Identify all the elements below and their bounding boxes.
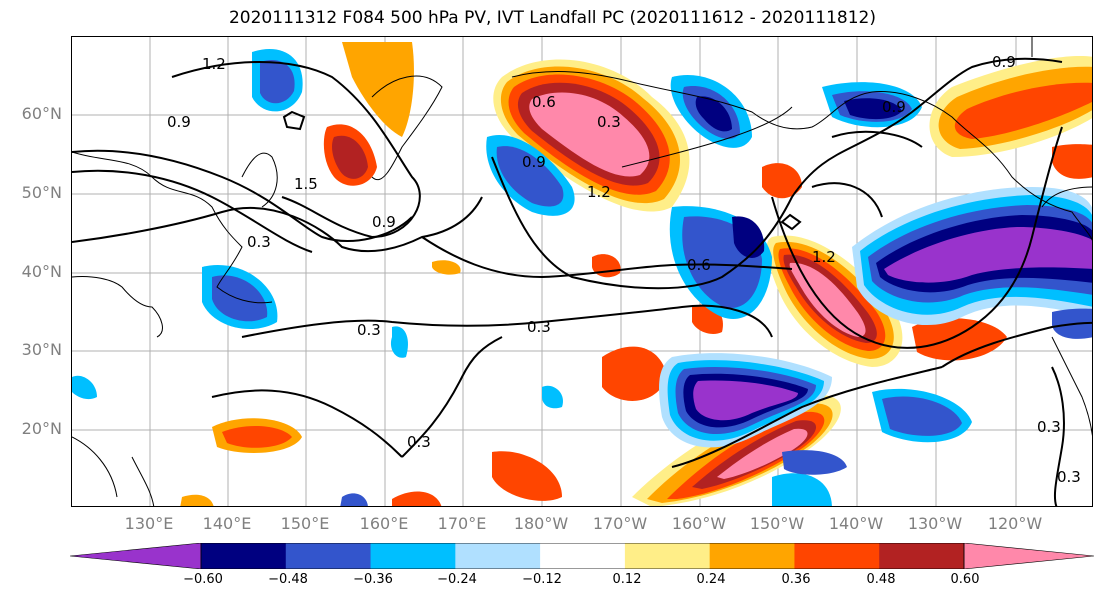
contour-label: 1.2	[812, 248, 836, 266]
contour-label: 0.6	[532, 93, 556, 111]
contour-label: 0.9	[992, 53, 1016, 71]
lon-label: 130°E	[124, 514, 174, 533]
negative-anomalies	[72, 48, 1092, 506]
contour-label: 0.3	[527, 318, 551, 336]
contour-label: 0.3	[1037, 418, 1061, 436]
colorbar-segment	[794, 543, 880, 569]
colorbar	[70, 543, 1095, 569]
map-canvas: 1.2 0.9 1.5 0.9 0.3 0.6 0.3 0.9 1.2 0.6 …	[72, 37, 1092, 506]
lat-label: 60°N	[21, 104, 62, 123]
contour-label: 1.5	[294, 175, 318, 193]
colorbar-segment	[540, 543, 626, 569]
colorbar-tick: 0.48	[866, 572, 896, 587]
map-panel: 1.2 0.9 1.5 0.9 0.3 0.6 0.3 0.9 1.2 0.6 …	[71, 36, 1093, 507]
contour-label: 0.9	[167, 113, 191, 131]
lat-label: 50°N	[21, 183, 62, 202]
contour-labels: 1.2 0.9 1.5 0.9 0.3 0.6 0.3 0.9 1.2 0.6 …	[167, 53, 1081, 486]
lon-label: 150°W	[749, 514, 805, 533]
lon-label: 180°W	[513, 514, 569, 533]
map-title: 2020111312 F084 500 hPa PV, IVT Landfall…	[228, 8, 876, 28]
positive-anomalies	[180, 42, 1092, 506]
contour-label: 0.3	[1057, 468, 1081, 486]
colorbar-segment	[879, 543, 965, 569]
colorbar-segment	[455, 543, 541, 569]
colorbar-tick: −0.36	[353, 572, 393, 587]
coastlines	[72, 37, 1092, 506]
colorbar-tick: −0.60	[183, 572, 223, 587]
contour-label: 0.9	[372, 213, 396, 231]
lat-label: 30°N	[21, 340, 62, 359]
lon-label: 160°W	[671, 514, 727, 533]
contour-label: 0.9	[522, 153, 546, 171]
colorbar-tick: 0.24	[696, 572, 726, 587]
contour-label: 1.2	[587, 183, 611, 201]
contour-label: 0.6	[687, 256, 711, 274]
lon-label: 140°E	[202, 514, 252, 533]
colorbar-tick: 0.12	[612, 572, 642, 587]
colorbar-tick: −0.12	[522, 572, 562, 587]
contour-label: 0.9	[882, 98, 906, 116]
lat-label: 40°N	[21, 262, 62, 281]
contour-label: 0.3	[357, 321, 381, 339]
colorbar-segment	[201, 543, 287, 569]
colorbar-tick: −0.48	[268, 572, 308, 587]
colorbar-extend-max	[963, 543, 1095, 569]
lon-label: 170°W	[592, 514, 648, 533]
colorbar-segment	[624, 543, 711, 569]
contour-label: 0.3	[597, 113, 621, 131]
colorbar-tick: −0.24	[437, 572, 477, 587]
colorbar-extend-min	[70, 543, 202, 569]
contour-label: 0.3	[407, 433, 431, 451]
lon-label: 140°W	[828, 514, 884, 533]
lon-label: 160°E	[359, 514, 409, 533]
contour-label: 0.3	[247, 233, 271, 251]
colorbar-segment	[370, 543, 456, 569]
colorbar-tick: 0.36	[781, 572, 811, 587]
colorbar-tick: 0.60	[950, 572, 980, 587]
contour-label: 1.2	[202, 55, 226, 73]
colorbar-segment	[285, 543, 372, 569]
pv-contours	[72, 57, 1092, 506]
lat-label: 20°N	[21, 419, 62, 438]
colorbar-segment	[709, 543, 795, 569]
lon-label: 150°E	[280, 514, 330, 533]
lon-label: 120°W	[987, 514, 1043, 533]
lon-label: 130°W	[907, 514, 963, 533]
lon-label: 170°E	[437, 514, 487, 533]
